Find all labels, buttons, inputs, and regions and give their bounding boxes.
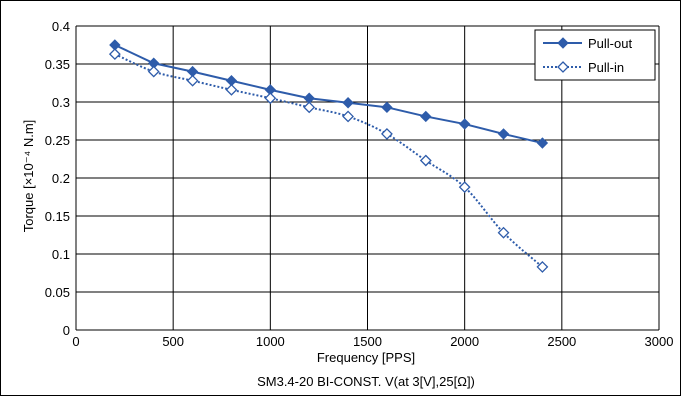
- data-point: [264, 92, 277, 105]
- y-tick-label: 0.35: [45, 57, 70, 72]
- data-point: [342, 97, 354, 109]
- series-0: [109, 39, 549, 149]
- x-axis-label: Frequency [PPS]: [317, 350, 415, 365]
- y-tick-label: 0.1: [52, 247, 70, 262]
- data-point: [536, 137, 549, 149]
- legend: Pull-out Pull-in: [534, 29, 656, 81]
- data-point: [497, 226, 510, 239]
- x-tick-label: 1500: [353, 334, 382, 349]
- x-tick-label: 0: [72, 334, 79, 349]
- series-line-1: [114, 53, 544, 268]
- data-point: [536, 261, 549, 273]
- y-tick-label: 0: [63, 323, 70, 338]
- x-tick-label: 2500: [547, 334, 576, 349]
- y-tick-labels: 0 0.05 0.1 0.15 0.2 0.25 0.3 0.35 0.4: [45, 19, 70, 338]
- legend-box: [534, 29, 656, 81]
- series-layer: [108, 39, 549, 273]
- y-tick-label: 0.3: [52, 95, 70, 110]
- data-point: [419, 154, 432, 167]
- chart-title: SM3.4-20 BI-CONST. V(at 3[V],25[Ω]): [257, 374, 475, 389]
- y-tick-label: 0.2: [52, 171, 70, 186]
- y-tick-label: 0.4: [52, 19, 70, 34]
- x-tick-label: 1000: [256, 334, 285, 349]
- y-axis-label: Torque [×10⁻⁴ N.m]: [21, 120, 36, 233]
- legend-pullin-marker: [557, 61, 569, 73]
- x-tick-label: 2000: [450, 334, 479, 349]
- data-point: [147, 65, 160, 78]
- data-point: [381, 128, 393, 140]
- y-tick-label: 0.15: [45, 209, 70, 224]
- series-line-0: [114, 44, 543, 145]
- data-point: [108, 48, 121, 61]
- data-point: [458, 118, 471, 130]
- data-point: [458, 181, 471, 194]
- data-point: [381, 101, 393, 114]
- legend-pullin-label: Pull-in: [588, 60, 624, 75]
- grid: [75, 25, 660, 331]
- data-point: [420, 110, 432, 123]
- legend-pullout-marker: [557, 37, 569, 49]
- legend-pullout-label: Pull-out: [588, 36, 632, 51]
- y-tick-label: 0.25: [45, 133, 70, 148]
- data-point: [303, 101, 316, 114]
- y-tick-label: 0.05: [45, 285, 70, 300]
- data-point: [497, 128, 510, 140]
- x-tick-labels: 0 500 1000 1500 2000 2500 3000: [72, 334, 673, 349]
- data-point: [342, 110, 354, 123]
- data-point: [225, 83, 238, 96]
- x-tick-label: 500: [162, 334, 184, 349]
- series-1: [108, 48, 549, 273]
- data-point: [186, 74, 199, 87]
- x-tick-label: 3000: [645, 334, 674, 349]
